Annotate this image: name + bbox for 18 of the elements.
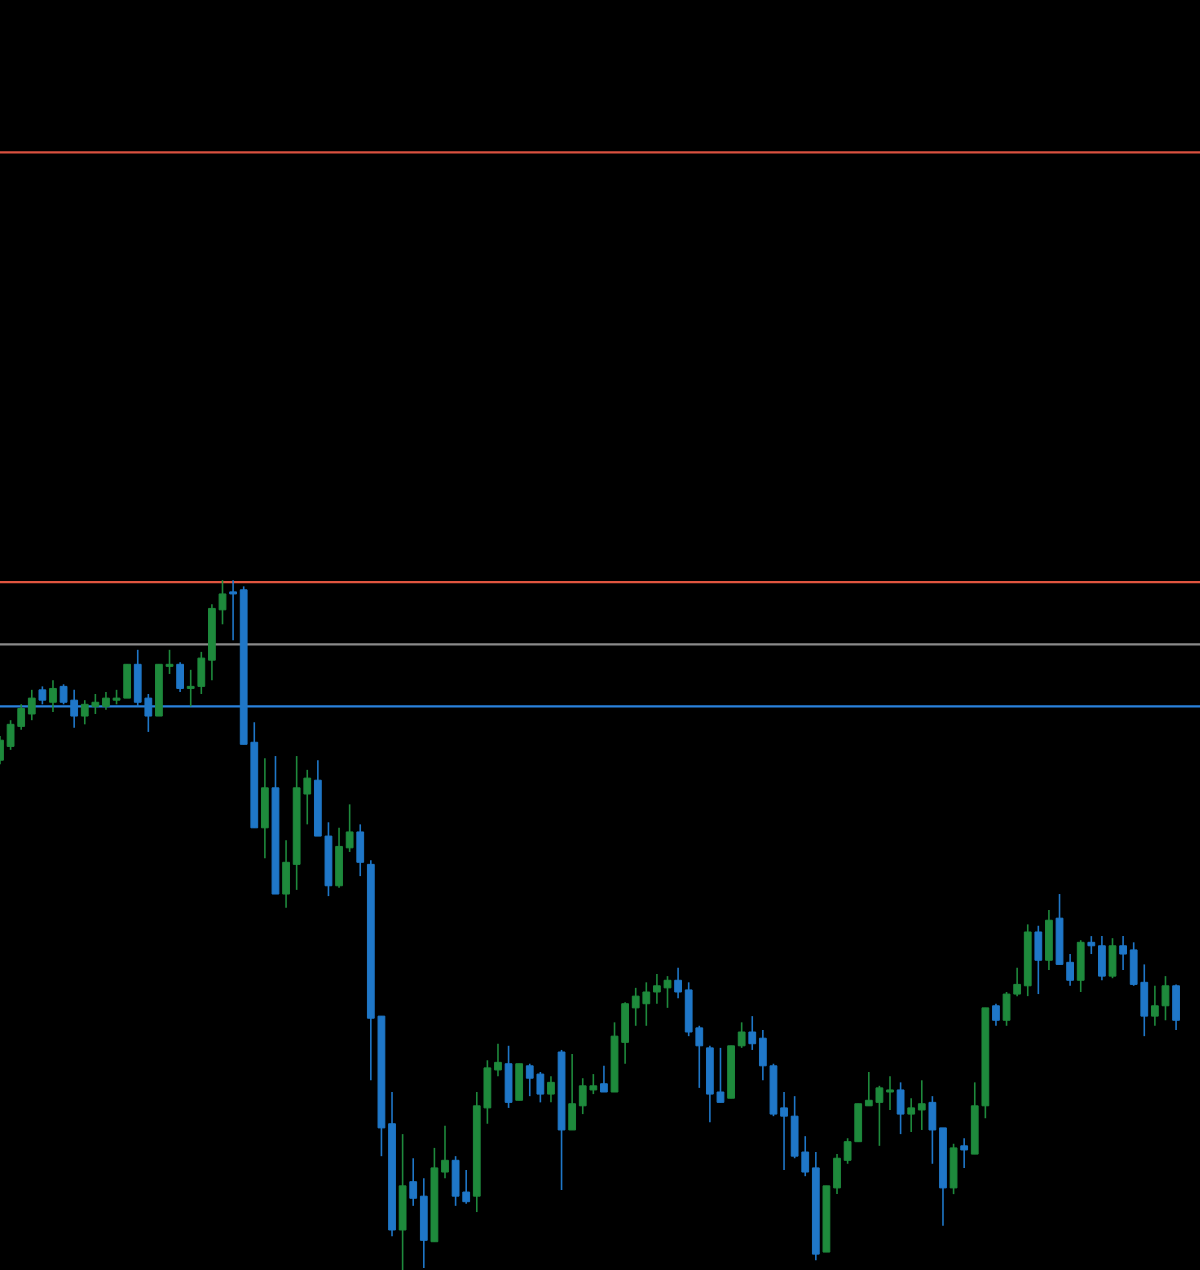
candlestick (504, 1045, 513, 1109)
candlestick (515, 1062, 524, 1102)
candlestick (960, 1137, 969, 1169)
candlestick (49, 679, 57, 713)
candlestick (260, 757, 269, 859)
candlestick (1045, 909, 1053, 971)
candlestick (356, 823, 365, 877)
candlestick (547, 1075, 555, 1104)
candlestick (1034, 924, 1043, 995)
candlestick (896, 1081, 905, 1135)
candlestick (176, 661, 185, 693)
candlestick (600, 1065, 608, 1093)
candlestick (992, 1002, 1000, 1027)
candlestick (1108, 937, 1117, 979)
candlestick (949, 1142, 958, 1195)
candlestick (1172, 983, 1180, 1031)
candlestick (398, 1133, 407, 1270)
candlestick (1076, 939, 1085, 993)
